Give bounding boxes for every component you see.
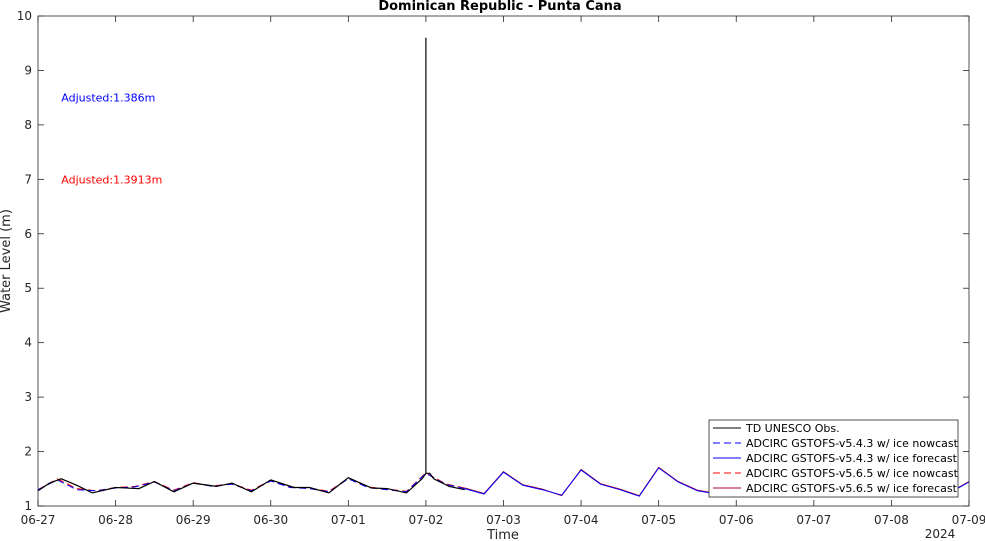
legend-label: TD UNESCO Obs. — [745, 422, 840, 435]
x-tick-label: 07-09 — [952, 513, 985, 527]
x-tick-labels: 06-27 06-28 06-29 06-30 07-01 07-02 07-03 07-04… — [21, 513, 985, 527]
y-axis-label: Water Level (m) — [0, 209, 14, 313]
legend-label: ADCIRC GSTOFS-v5.4.3 w/ ice forecast — [746, 452, 958, 465]
legend-label: ADCIRC GSTOFS-v5.4.3 w/ ice nowcast — [746, 437, 959, 450]
y-tick-label: 1 — [24, 499, 32, 513]
y-tick-label: 10 — [17, 9, 32, 23]
x-axis-label: Time — [486, 528, 519, 541]
y-tick-label: 8 — [24, 118, 32, 132]
legend-label: ADCIRC GSTOFS-v5.6.5 w/ ice nowcast — [746, 467, 959, 480]
adjusted-annotation: Adjusted:1.386m — [61, 92, 155, 105]
x-tick-label: 07-08 — [874, 513, 909, 527]
y-tick-label: 9 — [24, 63, 32, 77]
y-tick-label: 5 — [24, 281, 32, 295]
x-tick-label: 06-29 — [176, 513, 211, 527]
legend-label: ADCIRC GSTOFS-v5.6.5 w/ ice forecast — [746, 482, 958, 495]
y-tick-label: 3 — [24, 390, 32, 404]
x-tick-label: 06-30 — [253, 513, 288, 527]
y-tick-label: 7 — [24, 172, 32, 186]
x-tick-label: 07-06 — [719, 513, 754, 527]
legend-box — [708, 419, 959, 498]
y-tick-label: 2 — [24, 445, 32, 459]
y-tick-label: 6 — [24, 227, 32, 241]
x-tick-label: 07-04 — [564, 513, 599, 527]
series-line — [37, 37, 465, 494]
y-tick-label: 4 — [24, 336, 32, 350]
legend-items: TD UNESCO Obs. ADCIRC GSTOFS-v5.4.3 w/ ic… — [713, 422, 959, 495]
x-tick-label: 07-02 — [408, 513, 443, 527]
year-label: 2024 — [925, 527, 956, 541]
x-tick-label: 07-05 — [641, 513, 676, 527]
x-tick-label: 07-01 — [331, 513, 366, 527]
x-tick-label: 06-27 — [21, 513, 56, 527]
annotations: Adjusted:1.386m Adjusted:1.3913m — [61, 92, 162, 187]
chart-title: Dominican Republic - Punta Cana — [378, 0, 621, 14]
axis-ticks — [37, 15, 970, 507]
x-tick-label: 07-07 — [796, 513, 831, 527]
y-tick-labels: 1 2 3 4 5 6 7 8 9 10 — [17, 9, 32, 513]
adjusted-annotation: Adjusted:1.3913m — [61, 173, 162, 186]
x-tick-label: 06-28 — [98, 513, 133, 527]
x-tick-label: 07-03 — [486, 513, 521, 527]
legend: TD UNESCO Obs. ADCIRC GSTOFS-v5.4.3 w/ ic… — [708, 419, 959, 498]
